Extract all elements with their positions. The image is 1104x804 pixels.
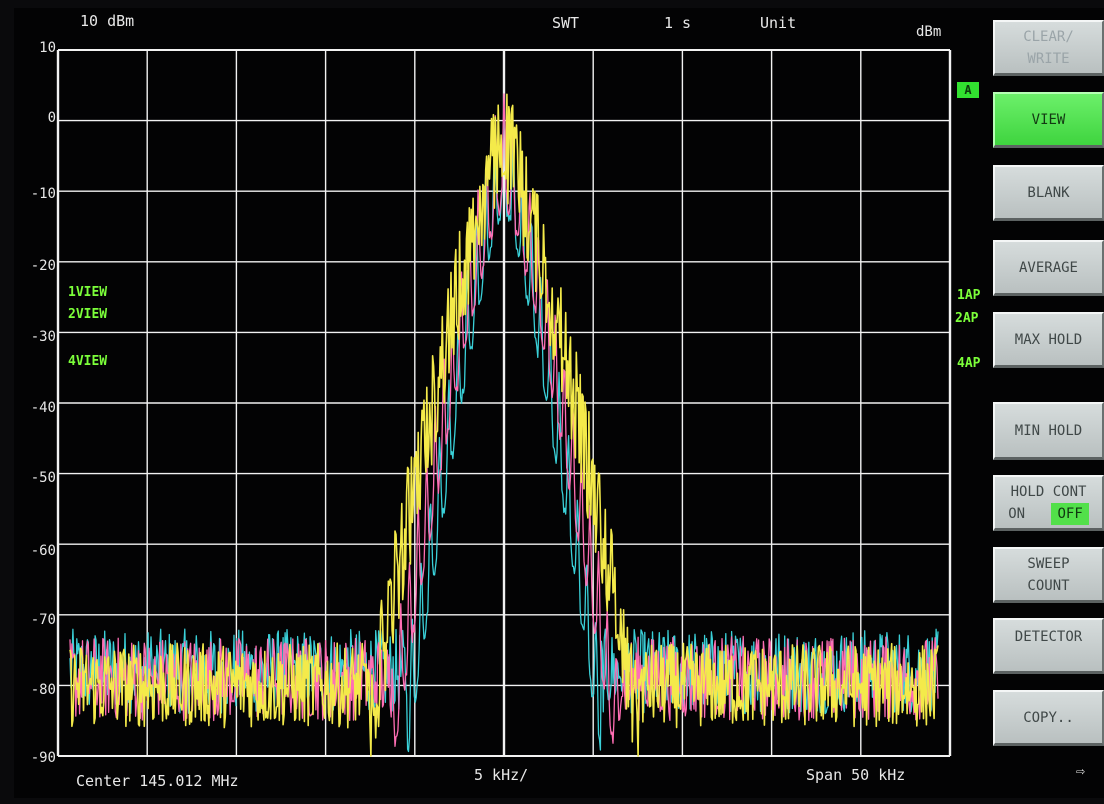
trace4-ap-label: 4AP [957, 356, 981, 371]
center-frequency: Center 145.012 MHz [76, 772, 239, 790]
softkey-label: DETECTOR [1014, 629, 1083, 645]
min-hold-softkey[interactable]: MIN HOLD [993, 402, 1104, 460]
softkey-label: MIN HOLD [1014, 422, 1083, 439]
y-tick-label: -40 [30, 400, 56, 416]
frequency-per-division: 5 kHz/ [474, 766, 529, 784]
softkey-label: BLANK [1027, 184, 1070, 201]
softkey-label: VIEW [1031, 111, 1066, 128]
swt-value: 1 s [664, 14, 692, 32]
more-arrow-icon[interactable]: ⇨ [1076, 762, 1086, 780]
y-tick-label: -50 [30, 470, 56, 486]
softkey-label: HOLD CONT [1010, 483, 1087, 500]
trace4-label: 4VIEW [68, 354, 108, 369]
trace-4view [69, 93, 939, 757]
trace1-ap-label: 1AP [957, 288, 981, 303]
y-tick-label: -70 [30, 612, 56, 628]
hold-cont-on: ON [1008, 505, 1026, 522]
copy-softkey[interactable]: COPY.. [993, 690, 1104, 746]
detector-softkey[interactable]: DETECTOR [993, 618, 1104, 674]
y-tick-label: -60 [30, 543, 56, 559]
softkey-label: WRITE [1027, 50, 1070, 67]
softkey-label: COPY.. [1023, 709, 1074, 726]
blank-softkey[interactable]: BLANK [993, 165, 1104, 221]
y-tick-label: -90 [30, 750, 56, 766]
trace2-ap-label: 2AP [955, 311, 979, 326]
y-tick-label: -80 [30, 682, 56, 698]
trace2-label: 2VIEW [68, 307, 108, 322]
unit-label: Unit [760, 14, 797, 32]
trace-a-badge: A [957, 82, 979, 98]
unit-value: dBm [916, 24, 942, 40]
y-tick-label: 0 [47, 110, 56, 126]
sweep-count-softkey[interactable]: SWEEP COUNT [993, 547, 1104, 603]
softkey-label: CLEAR/ [1023, 28, 1074, 45]
swt-label: SWT [552, 14, 580, 32]
ref-level: 10 dBm [80, 12, 135, 30]
view-softkey[interactable]: VIEW [993, 92, 1104, 148]
hold-cont-off: OFF [1051, 502, 1089, 525]
hold-cont-toggle: ON OFF [995, 502, 1102, 525]
trace1-label: 1VIEW [68, 285, 108, 300]
y-tick-label: -10 [30, 186, 56, 202]
average-softkey[interactable]: AVERAGE [993, 240, 1104, 296]
clear-write-softkey[interactable]: CLEAR/ WRITE [993, 20, 1104, 76]
y-tick-label: 10 [39, 40, 56, 56]
y-tick-label: -30 [30, 329, 56, 345]
y-tick-label: -20 [30, 258, 56, 274]
hold-cont-softkey[interactable]: HOLD CONT ON OFF [993, 475, 1104, 531]
softkey-label: AVERAGE [1018, 259, 1078, 276]
span: Span 50 kHz [806, 766, 906, 784]
softkey-label: MAX HOLD [1014, 331, 1083, 348]
max-hold-softkey[interactable]: MAX HOLD [993, 312, 1104, 368]
softkey-label: SWEEP [1027, 555, 1070, 572]
softkey-label: COUNT [1027, 577, 1070, 594]
